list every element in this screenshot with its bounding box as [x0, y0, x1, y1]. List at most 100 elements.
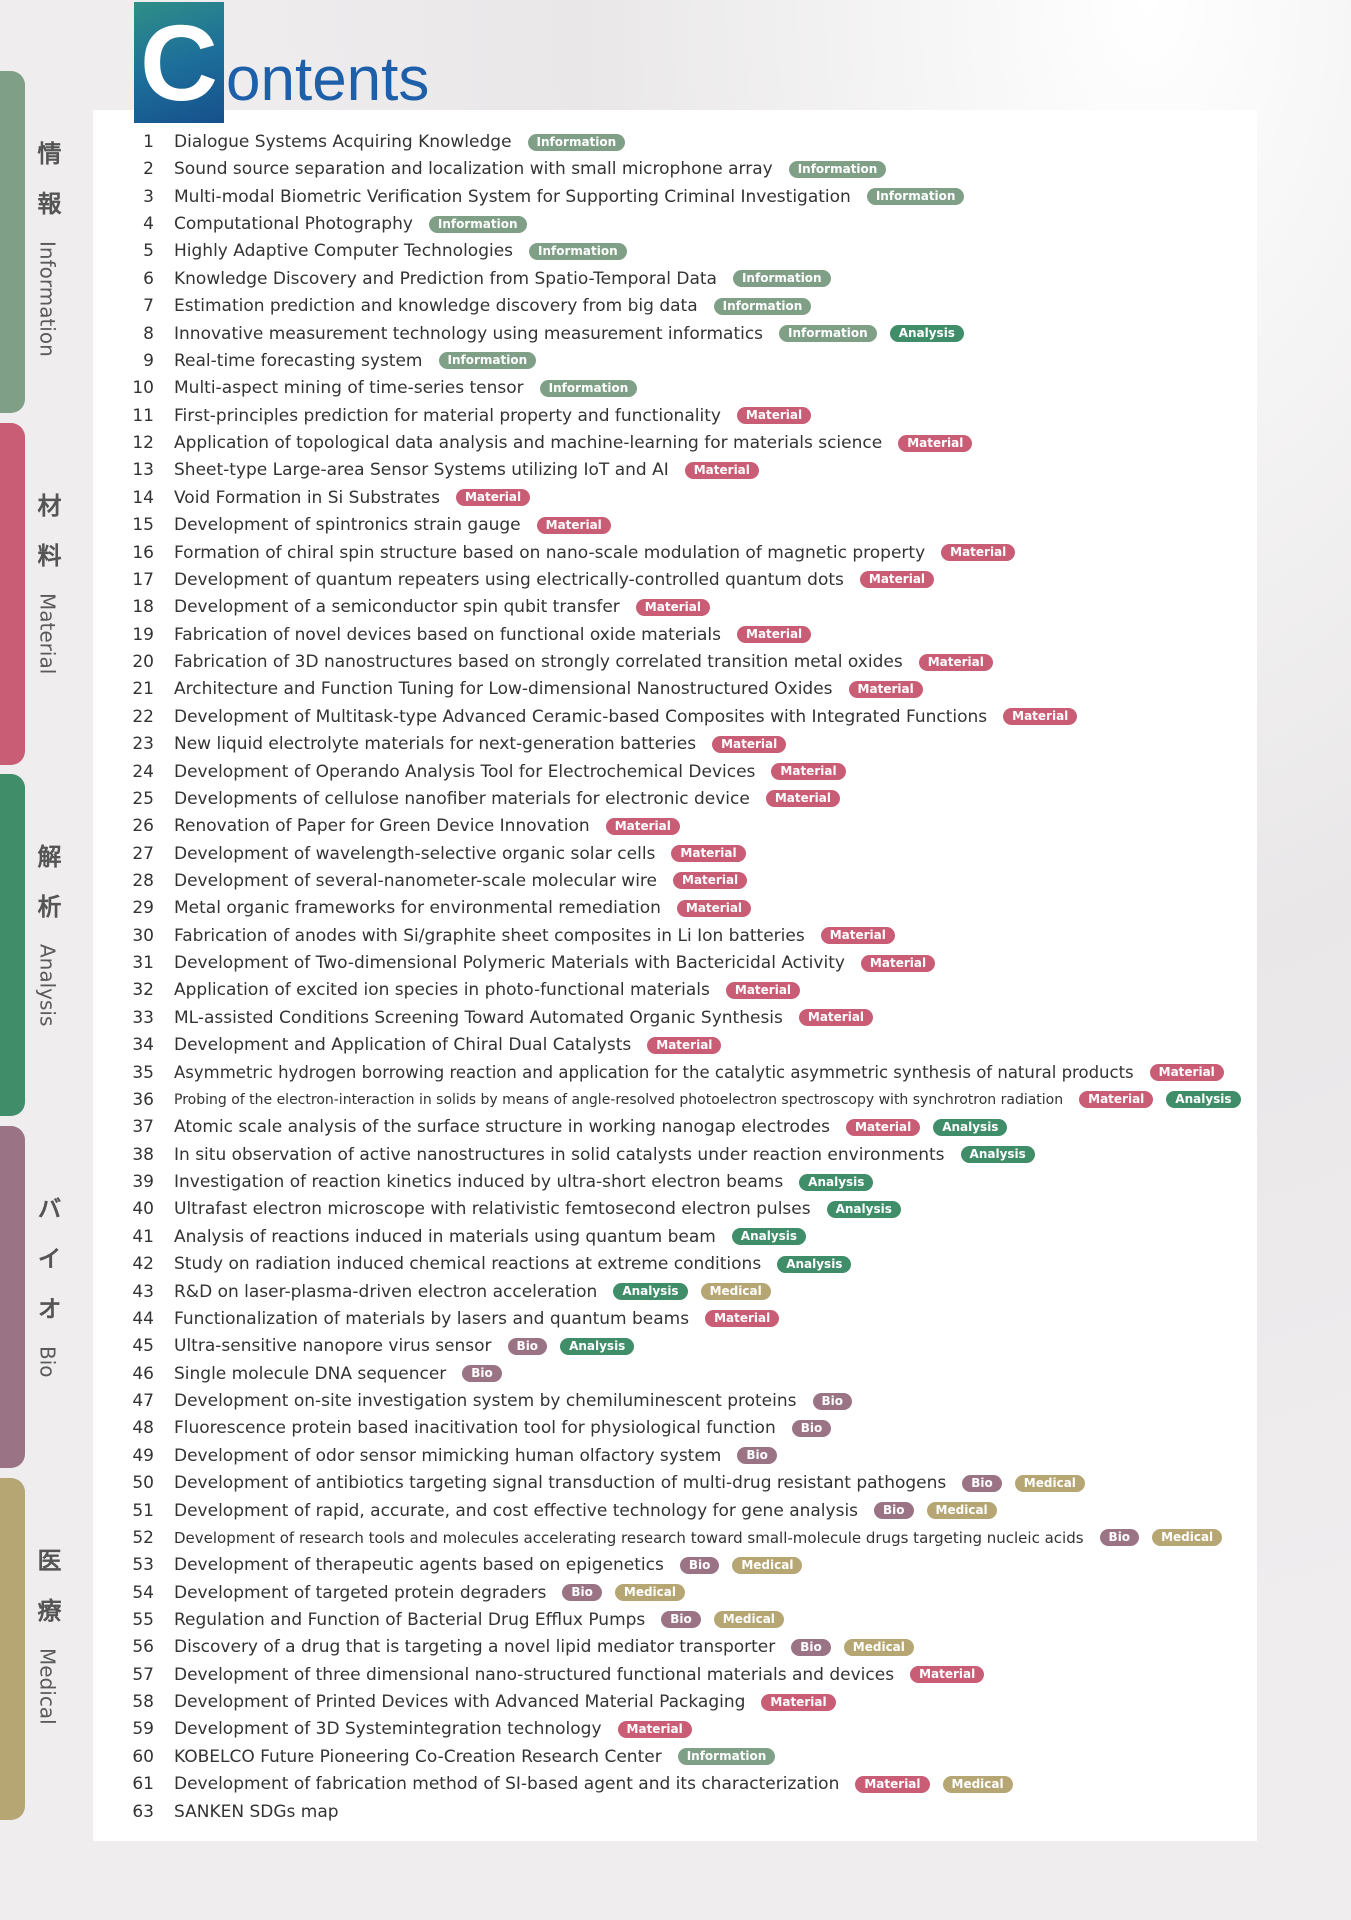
category-tag: Analysis [1166, 1091, 1241, 1109]
category-tag: Bio [874, 1502, 914, 1519]
item-title: Functionalization of materials by lasers… [174, 1308, 690, 1329]
item-title: Fluorescence protein based inacitivation… [174, 1418, 776, 1439]
contents-item: 39 Investigation of reaction kinetics ind… [120, 1169, 1250, 1196]
category-tag: Material [765, 790, 840, 808]
contents-item: 49 Development of odor sensor mimicking h… [120, 1442, 1250, 1469]
item-title: Atomic scale analysis of the surface str… [174, 1117, 831, 1138]
item-number: 10 [132, 378, 154, 399]
item-number: 52 [132, 1527, 154, 1548]
contents-item: 32 Application of excited ion species in … [120, 977, 1250, 1004]
item-number: 26 [132, 816, 154, 837]
item-title: Development on-site investigation system… [174, 1391, 797, 1412]
item-title: Development of research tools and molecu… [174, 1528, 1084, 1547]
contents-item: 28 Development of several-nanometer-scale… [120, 867, 1250, 894]
category-tag: Bio [679, 1556, 720, 1574]
contents-item: 4 Computational Photography Information [120, 211, 1250, 238]
category-tag: Material [684, 461, 759, 479]
item-title: Development of antibiotics targeting sig… [174, 1473, 947, 1494]
item-title: Development of quantum repeaters using e… [174, 569, 844, 590]
category-tag: Information [713, 297, 812, 315]
item-title: Ultra-sensitive nanopore virus sensor [174, 1336, 492, 1357]
item-number: 57 [132, 1664, 154, 1685]
contents-item: 51 Development of rapid, accurate, and co… [120, 1497, 1250, 1524]
item-title: Development of spintronics strain gauge [174, 515, 521, 536]
contents-item: 18 Development of a semiconductor spin qu… [120, 594, 1250, 621]
item-number: 40 [132, 1199, 154, 1220]
category-tag: Analysis [960, 1146, 1035, 1164]
contents-item: 37 Atomic scale analysis of the surface s… [120, 1114, 1250, 1141]
page-title: Contents [140, 2, 430, 123]
category-tag: Material [705, 1310, 780, 1328]
category-tag: Material [761, 1693, 836, 1711]
item-number: 18 [132, 597, 154, 618]
item-number: 39 [132, 1172, 154, 1193]
category-tag: Material [1003, 708, 1078, 726]
item-title: Development of 3D Systemintegration tech… [174, 1719, 602, 1740]
item-number: 43 [132, 1281, 154, 1302]
item-title: Highly Adaptive Computer Technologies [174, 241, 514, 262]
item-number: 8 [143, 323, 154, 344]
contents-item: 26 Renovation of Paper for Green Device I… [120, 813, 1250, 840]
item-title: Real-time forecasting system [174, 350, 423, 371]
section-name: Analysis [35, 944, 60, 1027]
item-title: Multi-modal Biometric Verification Syste… [174, 186, 851, 207]
item-title: Architecture and Function Tuning for Low… [174, 679, 833, 700]
category-tag: Medical [700, 1283, 771, 1301]
item-title: Sound source separation and localization… [174, 159, 773, 180]
category-tag: Information [539, 379, 638, 397]
item-title: Discovery of a drug that is targeting a … [174, 1637, 776, 1658]
section-tab [0, 1477, 25, 1820]
item-number: 63 [132, 1801, 154, 1822]
contents-item: 19 Fabrication of novel devices based on … [120, 621, 1250, 648]
contents-item: 53 Development of therapeutic agents base… [120, 1552, 1250, 1579]
item-number: 54 [132, 1582, 154, 1603]
item-title: Ultrafast electron microscope with relat… [174, 1199, 811, 1220]
contents-item: 45 Ultra-sensitive nanopore virus sensor B… [120, 1333, 1250, 1360]
contents-item: 50 Development of antibiotics targeting s… [120, 1470, 1250, 1497]
category-tag: Information [677, 1748, 776, 1766]
item-title: Development of a semiconductor spin qubi… [174, 597, 620, 618]
item-title: Development of rapid, accurate, and cost… [174, 1500, 859, 1521]
item-number: 11 [132, 405, 154, 426]
item-title: Single molecule DNA sequencer [174, 1363, 447, 1384]
category-tag: Material [736, 407, 812, 425]
item-title: Dialogue Systems Acquiring Knowledge [174, 132, 512, 152]
item-title: Development of wavelength-selective orga… [174, 843, 656, 864]
item-number: 37 [132, 1117, 154, 1138]
item-number: 33 [132, 1007, 154, 1028]
category-tag: Analysis [731, 1228, 807, 1246]
contents-item: 25 Developments of cellulose nanofiber ma… [120, 785, 1250, 812]
item-title: Fabrication of anodes with Si/graphite s… [174, 925, 805, 946]
category-tag: Information [866, 188, 965, 206]
category-tag: Material [848, 680, 923, 698]
item-title: Void Formation in Si Substrates [174, 487, 440, 508]
category-tag: Material [941, 544, 1016, 562]
category-tag: Information [788, 160, 887, 178]
item-title: Development of therapeutic agents based … [174, 1555, 664, 1576]
section-kanji: バイオ [33, 1196, 61, 1347]
item-number: 31 [132, 953, 154, 974]
contents-item: 27 Development of wavelength-selective or… [120, 840, 1250, 867]
category-tag: Analysis [777, 1255, 852, 1273]
contents-item: 5 Highly Adaptive Computer Technologies In… [120, 238, 1250, 265]
item-title: Knowledge Discovery and Prediction from … [174, 268, 717, 289]
item-title: Development of Printed Devices with Adva… [174, 1692, 746, 1713]
contents-item: 61 Development of fabrication method of S… [120, 1771, 1250, 1798]
item-number: 19 [132, 624, 154, 645]
category-tag: Information [732, 270, 831, 288]
category-tag: Material [910, 1666, 985, 1684]
item-number: 53 [132, 1555, 154, 1576]
contents-item: 30 Fabrication of anodes with Si/graphite… [120, 922, 1250, 949]
category-tag: Material [647, 1036, 722, 1054]
contents-item: 8 Innovative measurement technology using… [120, 320, 1250, 347]
item-number: 51 [132, 1500, 154, 1521]
category-tag: Material [617, 1720, 692, 1738]
contents-item: 43 R&D on laser-plasma-driven electron ac… [120, 1278, 1250, 1305]
category-tag: Material [860, 954, 936, 972]
contents-item: 3 Multi-modal Biometric Verification Syst… [120, 183, 1250, 210]
contents-item: 58 Development of Printed Devices with Ad… [120, 1689, 1250, 1716]
contents-item: 59 Development of 3D Systemintegration te… [120, 1716, 1250, 1743]
item-number: 46 [132, 1363, 154, 1384]
